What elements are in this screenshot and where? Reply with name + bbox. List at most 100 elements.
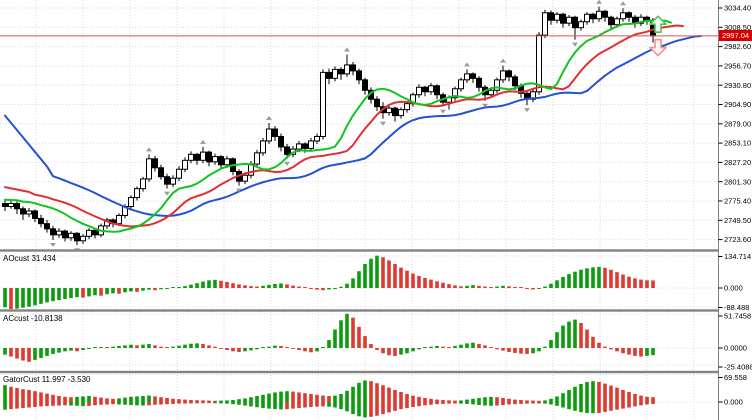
histogram-bar bbox=[189, 343, 193, 348]
histogram-bar bbox=[141, 396, 145, 402]
histogram-bar bbox=[369, 344, 373, 348]
histogram-bar bbox=[105, 347, 109, 348]
histogram-bar bbox=[159, 402, 163, 405]
histogram-bar bbox=[99, 397, 103, 402]
axis-tick-label: 2956.70 bbox=[724, 62, 751, 71]
histogram-bar bbox=[273, 392, 277, 402]
histogram-bar bbox=[99, 288, 103, 296]
histogram-bar bbox=[411, 402, 415, 407]
histogram-bar bbox=[123, 345, 127, 348]
histogram-bar bbox=[441, 402, 445, 404]
histogram-bar bbox=[357, 402, 361, 417]
histogram-bar bbox=[609, 385, 613, 402]
histogram-bar bbox=[87, 348, 91, 349]
candlesticks[interactable] bbox=[2, 6, 656, 246]
ao-histogram bbox=[3, 255, 655, 310]
histogram-bar bbox=[483, 286, 487, 288]
histogram-bar bbox=[381, 385, 385, 402]
candle-bearish bbox=[476, 77, 482, 88]
histogram-bar bbox=[297, 392, 301, 402]
ao-name: AOcust bbox=[3, 254, 30, 263]
candle-bearish bbox=[356, 70, 362, 81]
histogram-bar bbox=[135, 402, 139, 406]
histogram-bar bbox=[45, 393, 49, 402]
histogram-bar bbox=[303, 348, 307, 352]
axis-tick-label: 2930.80 bbox=[724, 81, 751, 90]
candle-bullish bbox=[260, 140, 266, 154]
axis-tick-label: 2879.00 bbox=[724, 119, 751, 128]
histogram-bar bbox=[483, 402, 487, 406]
histogram-bar bbox=[27, 402, 31, 408]
histogram-bar bbox=[639, 395, 643, 402]
histogram-bar bbox=[459, 286, 463, 288]
histogram-bar bbox=[369, 381, 373, 402]
histogram-bar bbox=[99, 402, 103, 405]
candle-bearish bbox=[608, 16, 614, 26]
candle-bullish bbox=[308, 140, 314, 149]
histogram-bar bbox=[261, 347, 265, 348]
price-axis-labels[interactable]: 3034.40 3008.50 2982.60 2956.70 2930.80 2904.… bbox=[718, 4, 752, 407]
histogram-bar bbox=[513, 402, 517, 405]
histogram-bar bbox=[633, 348, 637, 356]
histogram-bar bbox=[639, 348, 643, 357]
histogram-bar bbox=[399, 267, 403, 288]
fractal-down-icon bbox=[50, 243, 56, 248]
histogram-bar bbox=[513, 287, 517, 288]
fractal-down-icon bbox=[524, 108, 530, 113]
histogram-bar bbox=[267, 393, 271, 402]
candle-bearish bbox=[74, 232, 80, 242]
gator-value: 11.997 -3.530 bbox=[41, 375, 91, 384]
histogram-bar bbox=[531, 288, 535, 290]
histogram-bar bbox=[543, 402, 547, 404]
candle-bullish bbox=[146, 158, 152, 180]
histogram-bar bbox=[27, 288, 31, 307]
histogram-bar bbox=[321, 402, 325, 407]
histogram-bar bbox=[555, 402, 559, 406]
histogram-bar bbox=[603, 383, 607, 402]
ao-value: 31.434 bbox=[31, 254, 56, 263]
candle-bearish bbox=[572, 16, 578, 29]
histogram-bar bbox=[471, 402, 475, 405]
histogram-bar bbox=[123, 397, 127, 402]
histogram-bar bbox=[357, 271, 361, 288]
candle-bullish bbox=[176, 168, 182, 179]
histogram-bar bbox=[303, 402, 307, 408]
axis-tick-label: 0.000 bbox=[724, 398, 743, 407]
histogram-bar bbox=[423, 402, 427, 406]
histogram-bar bbox=[423, 398, 427, 402]
histogram-bar bbox=[75, 396, 79, 402]
histogram-bar bbox=[471, 398, 475, 402]
histogram-bar bbox=[531, 400, 535, 402]
fractal-up-icon bbox=[266, 116, 272, 121]
candle-bearish bbox=[62, 230, 68, 239]
histogram-bar bbox=[315, 394, 319, 402]
histogram-bar bbox=[351, 386, 355, 402]
histogram-bar bbox=[393, 348, 397, 356]
histogram-bar bbox=[273, 402, 277, 410]
histogram-bar bbox=[369, 402, 373, 417]
histogram-bar bbox=[33, 402, 37, 407]
histogram-bar bbox=[417, 276, 421, 288]
histogram-bar bbox=[267, 346, 271, 348]
candle-bearish bbox=[548, 12, 554, 21]
histogram-bar bbox=[393, 390, 397, 402]
histogram-bar bbox=[429, 398, 433, 402]
histogram-bar bbox=[225, 402, 229, 404]
histogram-bar bbox=[399, 348, 403, 355]
histogram-bar bbox=[345, 313, 349, 348]
histogram-bar bbox=[525, 288, 529, 289]
histogram-bar bbox=[525, 348, 529, 354]
histogram-bar bbox=[537, 288, 541, 289]
candle-bearish bbox=[44, 223, 50, 230]
histogram-bar bbox=[117, 346, 121, 348]
histogram-bar bbox=[105, 398, 109, 402]
histogram-bar bbox=[45, 348, 49, 356]
alligator-lips-line bbox=[4, 19, 672, 233]
histogram-bar bbox=[219, 402, 223, 404]
histogram-bar bbox=[525, 402, 529, 404]
histogram-bar bbox=[381, 257, 385, 288]
candle-bullish bbox=[458, 79, 464, 90]
histogram-bar bbox=[201, 281, 205, 288]
